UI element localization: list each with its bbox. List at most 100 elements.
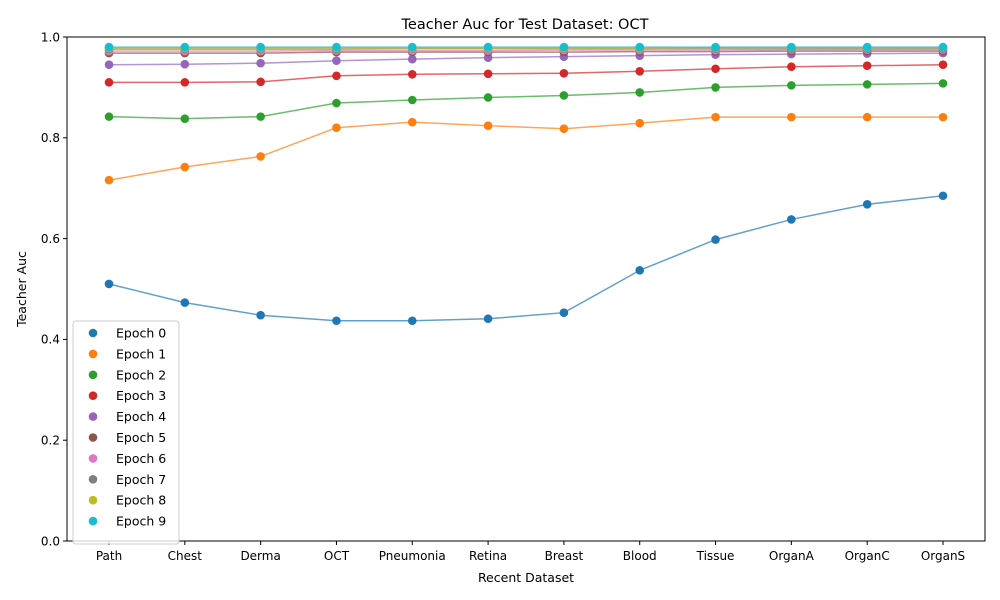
- legend-marker: [88, 475, 98, 484]
- data-point: [407, 117, 417, 127]
- y-tick-label: 0.8: [41, 131, 60, 145]
- x-axis: Path Chest Derma OCT Pneumonia Retina Breast Bl…: [96, 541, 965, 563]
- data-point: [711, 112, 720, 122]
- legend-marker: [88, 370, 98, 380]
- series-line: [108, 52, 944, 66]
- data-point: [787, 81, 796, 90]
- y-axis: 0.0 0.2 0.4 0.6 0.8 1.0: [41, 30, 67, 548]
- data-point: [862, 200, 872, 209]
- series-line: [108, 116, 943, 181]
- data-point: [559, 42, 569, 52]
- data-point: [938, 42, 948, 52]
- data-point: [862, 80, 872, 89]
- plot-frame: [66, 36, 986, 542]
- data-point: [938, 60, 948, 70]
- series-3: [104, 60, 948, 87]
- x-tick-label: Derma: [240, 549, 280, 563]
- data-point: [104, 175, 114, 185]
- data-point: [711, 42, 720, 52]
- data-point: [104, 279, 114, 289]
- legend-marker: [88, 391, 98, 401]
- data-point: [862, 42, 872, 52]
- data-point: [862, 61, 872, 71]
- data-point: [483, 121, 493, 131]
- data-point: [483, 69, 493, 79]
- series-9: [104, 42, 948, 52]
- legend-marker: [88, 516, 98, 526]
- data-point: [256, 42, 265, 52]
- legend-label: Epoch 1: [116, 346, 166, 361]
- x-tick-label: Blood: [623, 549, 657, 563]
- data-point: [862, 112, 872, 122]
- x-tick-label: Retina: [469, 549, 507, 563]
- legend-marker: [88, 454, 98, 463]
- data-point: [938, 191, 948, 201]
- x-axis-label: Recent Dataset: [478, 570, 574, 585]
- data-point: [256, 152, 265, 161]
- x-tick-label: Breast: [545, 549, 584, 563]
- series-line: [109, 63, 944, 84]
- x-tick-label: Chest: [168, 549, 203, 563]
- data-point: [711, 83, 720, 92]
- legend-marker: [88, 328, 98, 338]
- data-point: [938, 112, 948, 122]
- data-point: [635, 42, 645, 52]
- x-tick-label: Path: [96, 549, 122, 563]
- legend-box: [72, 320, 180, 545]
- data-point: [104, 42, 114, 52]
- series-line: [109, 50, 943, 54]
- series-0: [104, 191, 948, 326]
- y-tick-label: 0.0: [41, 534, 60, 548]
- chart-title: Teacher Auc for Test Dataset: OCT: [401, 17, 649, 33]
- data-point: [256, 310, 265, 320]
- series-1: [104, 112, 948, 185]
- legend-label: Epoch 0: [116, 326, 166, 341]
- legend-marker: [88, 433, 98, 442]
- data-point: [559, 124, 569, 134]
- series-line: [108, 195, 944, 322]
- x-tick-label: OCT: [324, 549, 350, 563]
- data-point: [787, 112, 796, 122]
- data-point: [104, 78, 114, 87]
- data-point: [407, 54, 417, 64]
- data-point: [180, 298, 190, 307]
- data-point: [787, 62, 796, 72]
- legend-label: Epoch 8: [116, 493, 166, 508]
- data-point: [332, 123, 341, 133]
- data-point: [332, 316, 341, 326]
- x-tick-label: OrganC: [845, 549, 890, 563]
- legend: Epoch 0 Epoch 1 Epoch 2 Epoch 3 Epoch 4 Epoch…: [72, 320, 180, 545]
- data-point: [711, 235, 720, 244]
- legend-label: Epoch 3: [116, 388, 166, 403]
- data-point: [938, 79, 948, 88]
- series-layer: [104, 42, 948, 326]
- data-point: [332, 42, 341, 52]
- legend-label: Epoch 2: [116, 367, 166, 382]
- data-point: [711, 64, 720, 74]
- legend-label: Epoch 4: [116, 409, 166, 424]
- data-point: [559, 91, 569, 100]
- data-point: [256, 58, 265, 68]
- data-point: [256, 77, 265, 87]
- y-tick-label: 0.2: [41, 434, 60, 448]
- data-point: [407, 69, 417, 79]
- data-point: [104, 112, 114, 121]
- data-point: [407, 316, 417, 326]
- y-axis-label: Teacher Auc: [14, 251, 29, 328]
- legend-marker: [88, 495, 98, 505]
- data-point: [332, 71, 341, 81]
- data-point: [180, 78, 190, 87]
- legend-label: Epoch 9: [116, 514, 166, 529]
- data-point: [635, 88, 645, 97]
- data-point: [407, 95, 417, 105]
- data-point: [180, 59, 190, 69]
- data-point: [332, 98, 341, 108]
- data-point: [104, 60, 114, 70]
- data-point: [559, 68, 569, 78]
- data-point: [180, 114, 190, 123]
- data-point: [483, 42, 493, 52]
- legend-label: Epoch 5: [116, 430, 166, 445]
- data-point: [180, 42, 190, 52]
- data-point: [332, 56, 341, 65]
